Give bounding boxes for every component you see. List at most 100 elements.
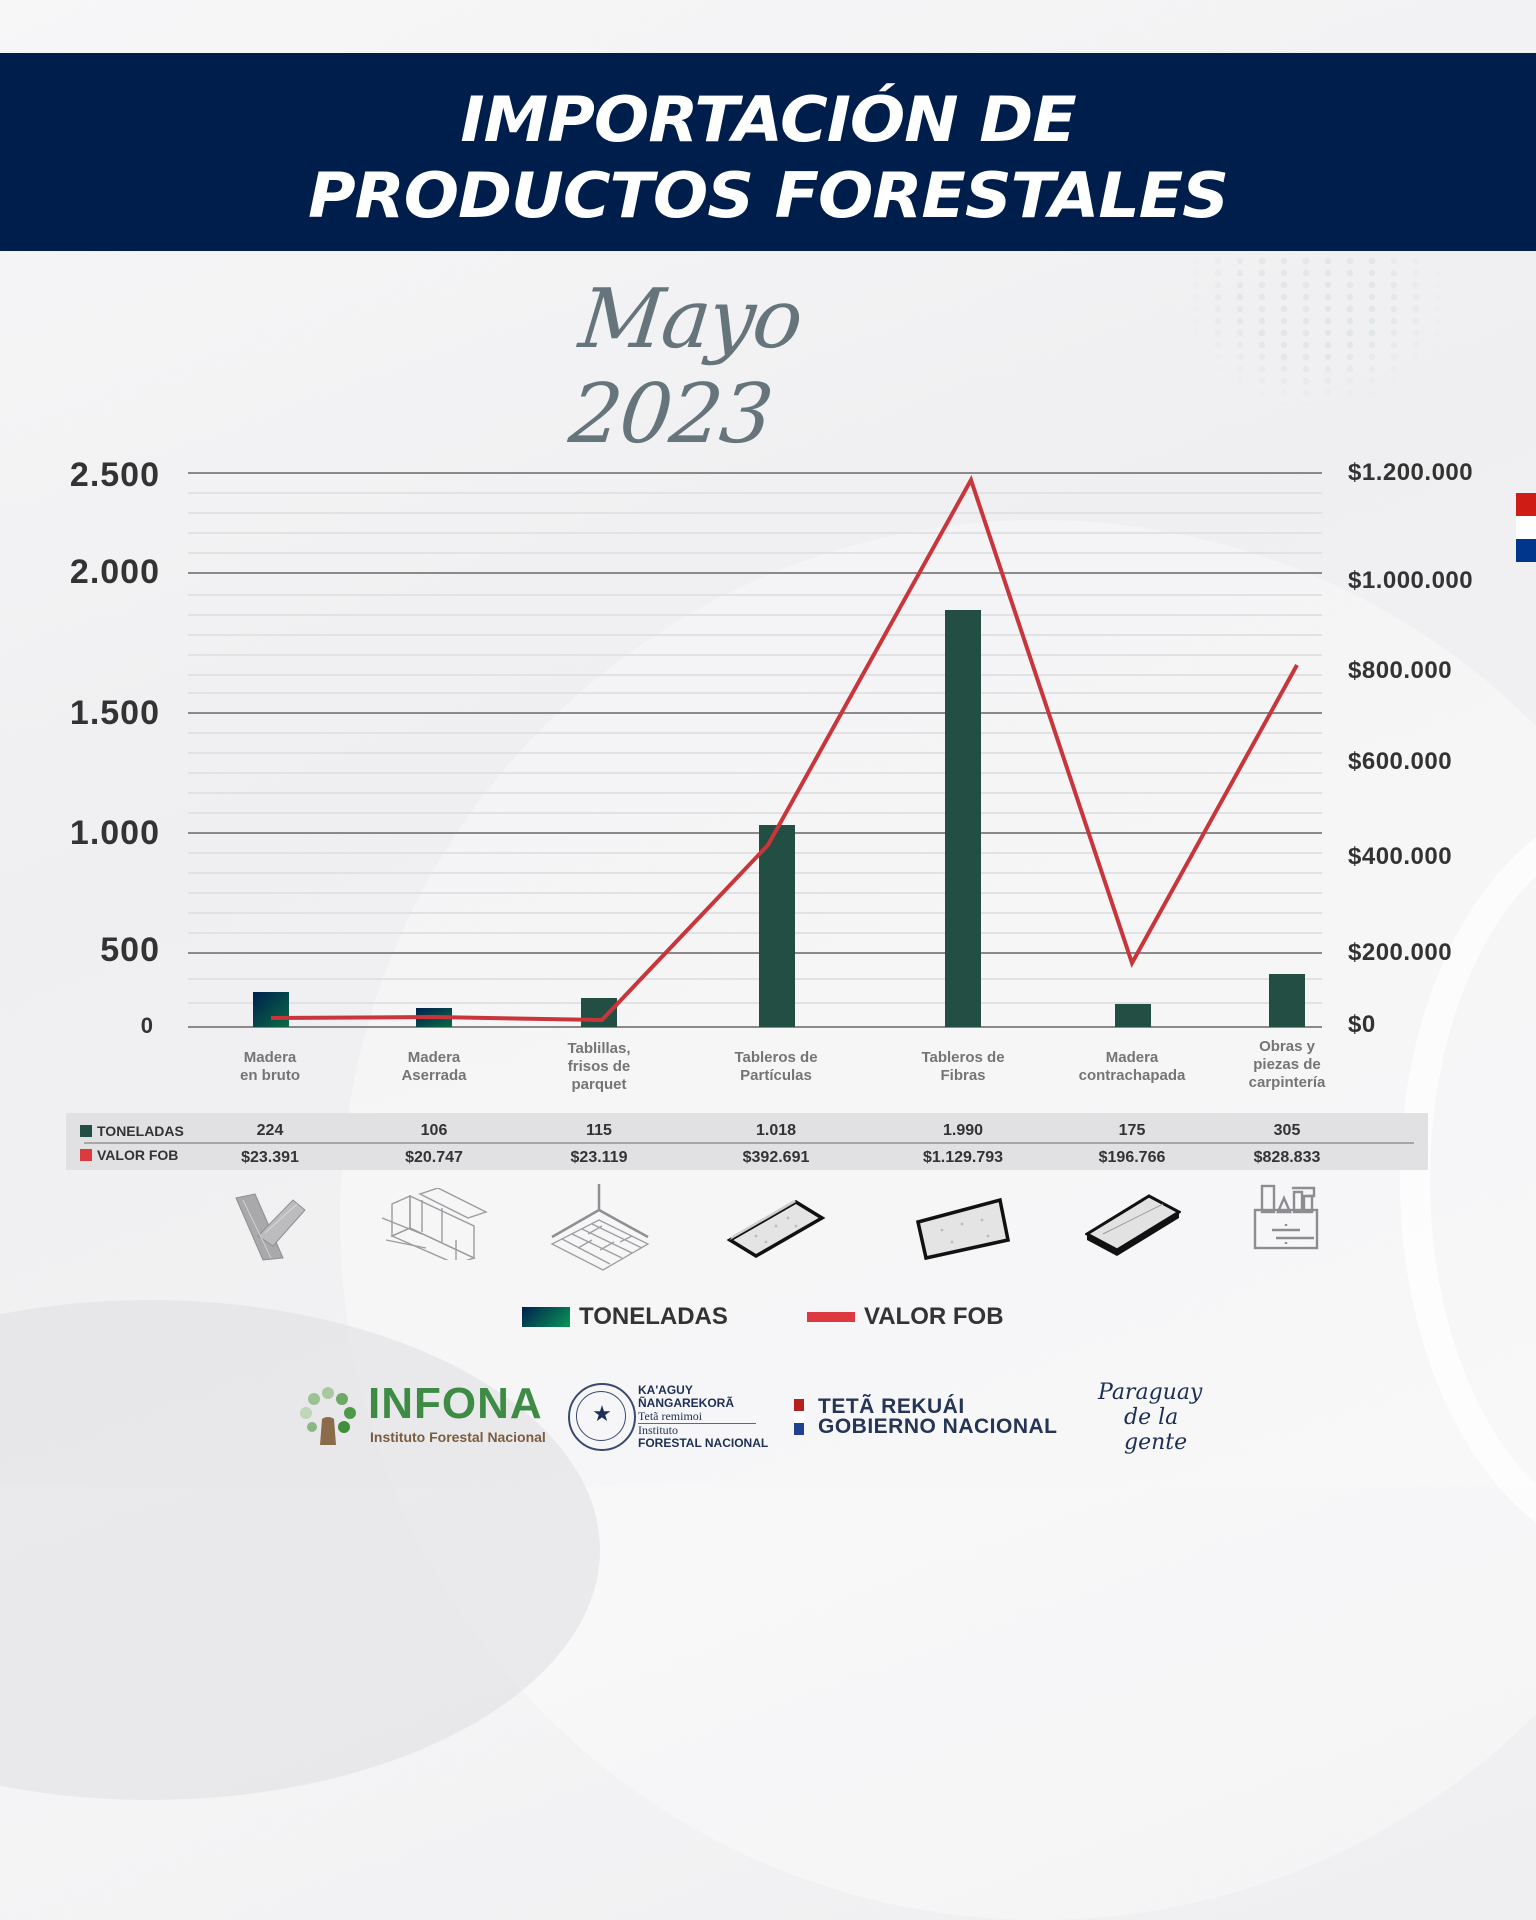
kaaguy-line: FORESTAL NACIONAL (638, 1436, 769, 1450)
legend-toneladas: TONELADAS (522, 1303, 728, 1331)
category-label-line: Madera (407, 1049, 461, 1066)
category-label-line: Tableros de (921, 1049, 1005, 1066)
gov-line1: TETÃ REKUÁI (818, 1395, 965, 1418)
category-label: Madera contrachapada (1057, 1049, 1207, 1085)
legend-label: VALOR FOB (864, 1303, 1004, 1330)
y-right-tick: $0 (1348, 1011, 1376, 1038)
table-divider (84, 1142, 1414, 1144)
category-label: Madera en bruto (195, 1049, 345, 1085)
paraguay-de-la-gente-logo: Paraguay de la gente (1098, 1380, 1248, 1455)
valor-fob-swatch-icon (80, 1149, 92, 1161)
parquet-floor-icon (550, 1184, 650, 1271)
table-cell-toneladas: 1.990 (942, 1122, 984, 1139)
dot-pattern-decoration (1185, 255, 1445, 405)
table-cell-toneladas: 224 (256, 1122, 284, 1139)
sawn-wood-icon (382, 1188, 488, 1260)
slogan-line: Paraguay (1098, 1380, 1203, 1405)
y-left-tick: 1.000 (69, 814, 160, 852)
kaaguy-line: ÑANGAREKORÃ (638, 1396, 734, 1410)
paraguay-flag-icon (1516, 493, 1536, 562)
carpentry-toolbox-icon (1253, 1184, 1319, 1250)
valor-fob-legend-line-icon (807, 1312, 855, 1322)
category-label: Tablillas, frisos de parquet (524, 1040, 674, 1094)
y-left-tick: 0 (140, 1013, 154, 1038)
infona-wordmark: INFONA (368, 1379, 543, 1428)
category-label-line: Fibras (940, 1067, 986, 1084)
y-left-tick: 500 (100, 931, 160, 969)
y-right-tick: $600.000 (1348, 748, 1453, 775)
table-cell-toneladas: 305 (1273, 1122, 1301, 1139)
kaaguy-logo-text: KA'AGUY ÑANGAREKORÃ Tetã remimoi Institu… (638, 1384, 788, 1450)
table-row-header-toneladas: TONELADAS (80, 1123, 184, 1139)
infona-subtitle: Instituto Forestal Nacional (370, 1429, 546, 1445)
table-cell-valor-fob: $23.119 (570, 1149, 628, 1166)
legend-valor-fob: VALOR FOB (807, 1303, 1004, 1331)
title-banner: IMPORTACIÓN DE PRODUCTOS FORESTALES (0, 53, 1536, 251)
category-label-line: piezas de (1253, 1056, 1321, 1073)
table-row-label: TONELADAS (97, 1123, 184, 1139)
kaaguy-line: Instituto (638, 1423, 679, 1437)
chart-plot (188, 472, 1322, 1028)
table-cell-toneladas: 1.018 (755, 1122, 797, 1139)
category-label-line: parquet (571, 1076, 627, 1093)
category-label-line: Madera (1105, 1049, 1159, 1066)
table-cell-valor-fob: $828.833 (1253, 1149, 1321, 1166)
minor-gridlines (188, 492, 1322, 1004)
table-cell-valor-fob: $392.691 (742, 1149, 810, 1166)
page-title-line1: IMPORTACIÓN DE (460, 83, 1076, 156)
toneladas-swatch-icon (80, 1125, 92, 1137)
bar-obras-carpinteria (1269, 974, 1305, 1027)
category-label: Tableros de Partículas (701, 1049, 851, 1085)
category-label-line: carpintería (1248, 1074, 1326, 1091)
bar-tableros-particulas (759, 825, 795, 1027)
category-label-line: en bruto (240, 1067, 300, 1084)
background-swoosh (0, 1300, 600, 1800)
category-label-line: frisos de (567, 1058, 631, 1075)
category-label: Obras y piezas de carpintería (1212, 1038, 1362, 1092)
table-row-label: VALOR FOB (97, 1147, 179, 1163)
category-label-line: Tablillas, (567, 1040, 631, 1057)
y-right-tick: $400.000 (1348, 843, 1453, 870)
particle-board-icon (726, 1199, 826, 1259)
republica-seal-icon: ★ (568, 1383, 636, 1451)
y-left-tick: 1.500 (69, 694, 160, 732)
y-left-tick: 2.000 (69, 553, 160, 591)
table-cell-toneladas: 175 (1118, 1122, 1146, 1139)
gov-line2: GOBIERNO NACIONAL (818, 1415, 1058, 1438)
table-cell-valor-fob: $23.391 (241, 1149, 299, 1166)
y-left-tick: 2.500 (69, 456, 160, 494)
page-title-line2: PRODUCTOS FORESTALES (307, 159, 1229, 232)
table-cell-valor-fob: $1.129.793 (922, 1149, 1004, 1166)
category-label-line: Partículas (740, 1067, 812, 1084)
category-label-line: Tableros de (734, 1049, 818, 1066)
log-icon (235, 1193, 306, 1261)
table-cell-valor-fob: $20.747 (405, 1149, 463, 1166)
category-label: Tableros de Fibras (888, 1049, 1038, 1085)
toneladas-bars (253, 610, 1305, 1027)
infona-logo: INFONA Instituto Forestal Nacional (298, 1379, 558, 1449)
category-label-line: contrachapada (1078, 1067, 1186, 1084)
table-cell-toneladas: 106 (420, 1122, 448, 1139)
bar-madera-contrachapada (1115, 1004, 1151, 1027)
category-label: Madera Aserrada (359, 1049, 509, 1085)
valor-fob-line (270, 475, 1299, 1023)
table-cell-toneladas: 115 (586, 1122, 612, 1139)
legend-label: TONELADAS (579, 1303, 728, 1330)
kaaguy-line: KA'AGUY (638, 1383, 693, 1397)
bar-tableros-fibras (945, 610, 981, 1027)
y-right-tick: $200.000 (1348, 939, 1453, 966)
fiber-board-icon (915, 1197, 1011, 1261)
bar-madera-en-bruto (253, 992, 289, 1027)
y-right-tick: $800.000 (1348, 657, 1453, 684)
category-label-line: Aserrada (401, 1067, 467, 1084)
category-label-line: Obras y (1259, 1038, 1315, 1055)
table-row-header-valor-fob: VALOR FOB (80, 1147, 178, 1163)
kaaguy-line: Tetã remimoi (638, 1410, 756, 1424)
plywood-icon (1085, 1194, 1181, 1256)
toneladas-legend-swatch-icon (522, 1307, 570, 1327)
y-right-tick: $1.000.000 (1348, 567, 1474, 594)
tree-icon (300, 1387, 356, 1445)
data-table (66, 1113, 1428, 1170)
category-label-line: Madera (243, 1049, 297, 1066)
flag-bar-icon (794, 1399, 804, 1435)
